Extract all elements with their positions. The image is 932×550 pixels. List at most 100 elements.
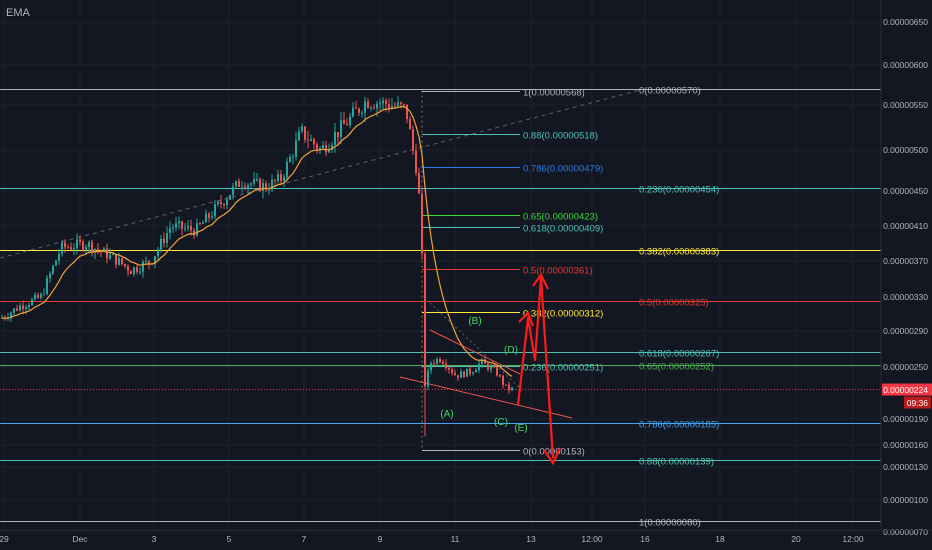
candle-body — [442, 361, 444, 364]
candle-body — [154, 256, 156, 265]
candle-body — [460, 371, 462, 378]
candle-body — [298, 131, 300, 141]
candle-body — [370, 107, 372, 109]
candle-body — [67, 247, 69, 249]
x-tick-label: 3 — [152, 534, 157, 544]
indicator-label[interactable]: EMA — [6, 7, 30, 19]
candle-body — [463, 371, 465, 377]
candle-body — [259, 178, 261, 191]
fib-large-label: 0.786(0.00000185) — [639, 420, 719, 431]
candle-body — [376, 103, 378, 109]
candle-body — [346, 123, 348, 126]
candle-body — [148, 260, 150, 264]
candle-body — [289, 156, 291, 162]
candle-body — [313, 139, 315, 145]
candle-body — [139, 271, 141, 273]
candle-body — [40, 294, 42, 298]
y-tick-label: 0.00000160 — [883, 440, 928, 450]
candle-body — [364, 101, 366, 113]
y-tick-label: 0.00000410 — [883, 221, 928, 231]
fib-retracement-large[interactable]: 0(0.00000570) 0.236(0.00000454) 0.382(0.00… — [0, 86, 881, 529]
candle-body — [277, 174, 279, 181]
countdown-tag — [904, 396, 931, 409]
current-price-tag — [882, 383, 932, 396]
candle-body — [43, 294, 45, 296]
y-tick-label: 0.00000500 — [883, 145, 928, 155]
candle-body — [88, 242, 90, 247]
candle-body — [286, 161, 288, 178]
y-tick-label: 0.00000330 — [883, 292, 928, 302]
candle-body — [136, 267, 138, 272]
dotted-connector — [429, 302, 521, 389]
x-tick-label: 12:00 — [842, 534, 864, 544]
candle-body — [496, 366, 498, 376]
candle-body — [112, 254, 114, 256]
candle-body — [220, 201, 222, 205]
fib-large-label: 0(0.00000570) — [639, 86, 701, 97]
candle-body — [283, 177, 285, 181]
candle-body — [331, 144, 333, 150]
candle-body — [109, 254, 111, 259]
y-tick-label: 0.00000290 — [883, 326, 928, 336]
candle-body — [28, 305, 30, 308]
y-tick-label: 0.00000130 — [883, 462, 928, 472]
current-price-value: 0.00000224 — [883, 385, 928, 395]
candle-body — [178, 221, 180, 224]
price-axis[interactable]: 0.00000650 0.00000600 0.00000550 0.00000500… — [0, 0, 932, 537]
candle-body — [232, 186, 234, 196]
fib-large-label: 0.236(0.00000454) — [639, 185, 719, 196]
y-tick-label: 0.00000370 — [883, 256, 928, 266]
candle-body — [274, 179, 276, 181]
candle-body — [430, 363, 432, 371]
projection-arrows[interactable] — [516, 272, 561, 466]
y-tick-label: 0.00000070 — [883, 527, 928, 537]
candle-body — [184, 227, 186, 229]
candle-body — [238, 181, 240, 187]
candle-body — [451, 369, 453, 373]
candle-body — [52, 265, 54, 274]
candle-body — [388, 103, 390, 109]
wave-label: (C) — [494, 417, 508, 428]
fib-large-label: 0.65(0.00000252) — [639, 362, 714, 373]
candle-body — [427, 370, 429, 387]
candle-body — [82, 241, 84, 250]
candle-body — [343, 120, 345, 124]
candle-body — [394, 105, 396, 107]
wave-label: (D) — [504, 345, 518, 356]
candle-body — [352, 107, 354, 117]
candle-body — [49, 273, 51, 278]
candle-body — [133, 267, 135, 275]
time-axis[interactable]: 29 Dec 3 5 7 9 11 13 12:00 16 18 20 12:00 — [0, 529, 932, 544]
projection-path — [516, 276, 555, 459]
candle-body — [193, 230, 195, 236]
candle-body — [22, 305, 24, 309]
y-tick-label: 0.00000250 — [883, 362, 928, 372]
candle-body — [181, 221, 183, 229]
candle-body — [142, 261, 144, 272]
fib-large-label: 0.5(0.00000325) — [639, 298, 709, 309]
candle-body — [268, 189, 270, 191]
candle-body — [94, 248, 96, 253]
candle-body — [46, 277, 48, 295]
ema-path — [1, 105, 513, 377]
candle-body — [31, 299, 33, 306]
candle-body — [10, 312, 12, 318]
candle-body — [385, 100, 387, 104]
candle-body — [91, 242, 93, 253]
candle-body — [244, 186, 246, 189]
wave-labels: (A) (B) (C) (D) (E) — [440, 316, 527, 434]
candle-body — [454, 372, 456, 376]
fib-small-label: 1(0.00000568) — [523, 88, 585, 99]
candle-body — [367, 101, 369, 108]
candle-body — [412, 129, 414, 151]
x-tick-label: 9 — [378, 534, 383, 544]
fib-large-label: 0.382(0.00000383) — [639, 247, 719, 258]
fib-retracement-small[interactable]: 1(0.00000568) 0.88(0.00000518) 0.786(0.000… — [421, 88, 603, 458]
candle-body — [358, 108, 360, 113]
candle-body — [280, 174, 282, 181]
candle-body — [307, 139, 309, 141]
candle-body — [97, 248, 99, 251]
y-tick-label: 0.00000550 — [883, 100, 928, 110]
candle-body — [403, 104, 405, 106]
